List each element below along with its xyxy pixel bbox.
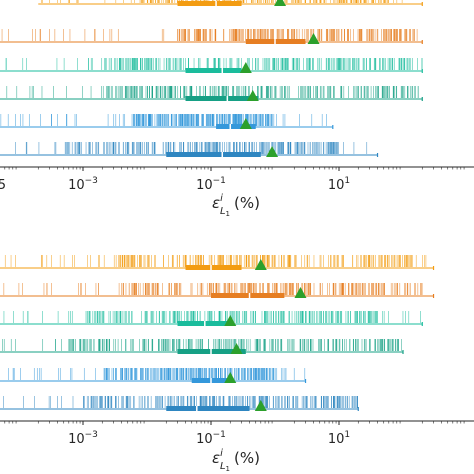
iqr-box [185, 68, 242, 73]
iqr-box [166, 406, 250, 411]
mean-marker [254, 259, 267, 270]
tick-label-exponent: −1 [213, 430, 226, 440]
mean-marker [254, 400, 267, 411]
x-axis-label-unit: (%) [234, 449, 260, 467]
iqr-box [185, 96, 259, 101]
x-axis-label-subsub: 1 [226, 210, 230, 218]
tick-label-base: 10 [328, 432, 345, 447]
mean-marker [307, 33, 320, 44]
tick-label: 101 [328, 176, 350, 193]
tick-label-base: 10 [68, 432, 85, 447]
tick-label: 10−1 [196, 176, 226, 193]
strip-row [0, 29, 423, 44]
tick-label-exponent: 1 [344, 430, 350, 440]
tick-label: 10−3 [68, 430, 98, 447]
iqr-box [166, 152, 261, 157]
tick-label-exponent: 1 [344, 176, 350, 186]
tick-label-base: 10 [196, 178, 213, 193]
mean-marker [239, 62, 252, 73]
strip-row [0, 255, 435, 270]
x-axis-label: εi L1 (%) [212, 193, 260, 218]
tick-label: 5 [0, 178, 6, 193]
tick-label-exponent: −1 [213, 176, 226, 186]
strip-row [0, 86, 423, 101]
x-axis-label-unit: (%) [234, 194, 260, 212]
x-axis-label-sup: i [220, 448, 223, 459]
iqr-box [216, 124, 256, 129]
x-axis-label-subsub: 1 [226, 465, 230, 473]
tick-label-exponent: −3 [85, 430, 98, 440]
mean-marker [294, 287, 307, 298]
mean-marker [224, 372, 237, 383]
strip-row [0, 283, 435, 298]
tick-label-base: 10 [328, 178, 345, 193]
tick-label: 10−3 [68, 176, 98, 193]
strip-row [38, 0, 423, 6]
x-axis-label-base: ε [212, 449, 220, 467]
mean-marker [224, 315, 237, 326]
x-axis-label-sub: L [220, 206, 226, 217]
strip-row [0, 339, 404, 354]
mean-marker [230, 343, 243, 354]
tick-label: 10−1 [196, 430, 226, 447]
strip-row [0, 396, 359, 411]
strip-row [0, 368, 307, 383]
x-axis-label-base: ε [212, 194, 220, 212]
mean-marker [274, 0, 287, 6]
iqr-box [177, 1, 242, 6]
tick-label-base: 10 [68, 178, 85, 193]
x-axis-label-sub: L [220, 461, 226, 472]
strip-row [0, 142, 379, 157]
mean-marker [246, 90, 259, 101]
mean-marker [266, 146, 279, 157]
mean-marker [239, 118, 252, 129]
iqr-box [177, 321, 231, 326]
strip-row [0, 114, 334, 129]
x-axis-label: εi L1 (%) [212, 448, 260, 473]
strip-row [0, 58, 423, 73]
strip-row [0, 311, 423, 326]
iqr-box [211, 293, 285, 298]
x-axis-label-sup: i [220, 193, 223, 204]
tick-label-exponent: −3 [85, 176, 98, 186]
iqr-box [185, 265, 242, 270]
tick-label: 101 [328, 430, 350, 447]
tick-label-base: 10 [196, 432, 213, 447]
